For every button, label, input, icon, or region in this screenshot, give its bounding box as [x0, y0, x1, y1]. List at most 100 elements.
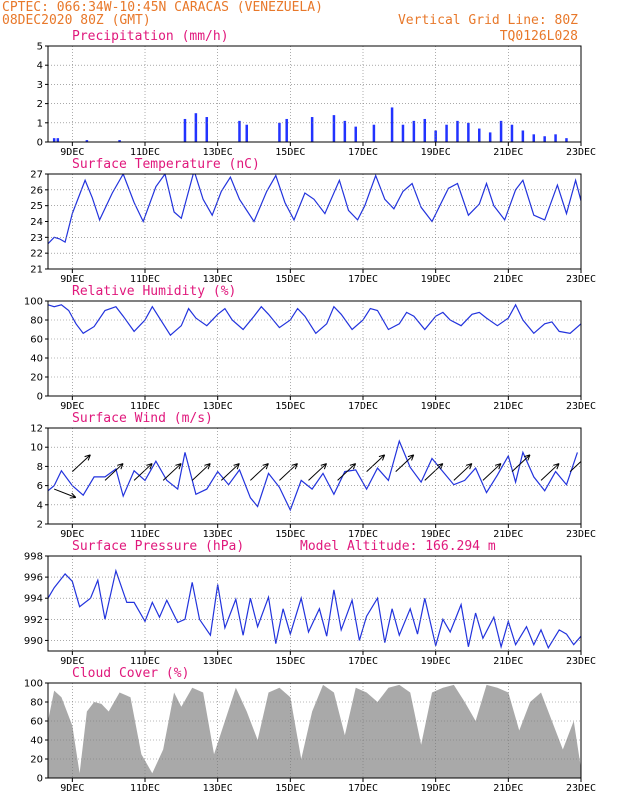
cloud-ytick-label: 100: [24, 679, 43, 690]
wind-vector: [366, 454, 385, 473]
precip-bar: [467, 122, 470, 142]
precip-xtick-label: 15DEC: [275, 147, 305, 158]
temperature-ytick-label: 24: [30, 217, 43, 228]
humidity-xtick-label: 17DEC: [348, 401, 378, 412]
precip-bar: [238, 120, 241, 142]
precip-bar: [205, 117, 209, 142]
wind-vector: [511, 454, 531, 473]
humidity-ytick-label: 20: [30, 373, 43, 384]
wind-xtick-label: 11DEC: [130, 529, 160, 540]
temperature-xtick-label: 15DEC: [275, 274, 305, 285]
temperature-frame: [47, 173, 582, 270]
precip-xtick-label: 21DEC: [493, 147, 523, 158]
wind-vector-head: [407, 454, 415, 461]
pressure-ytick-label: 992: [24, 615, 43, 626]
temperature-ytick-label: 25: [30, 201, 43, 212]
wind-vector: [250, 463, 269, 481]
precip-xtick-label: 13DEC: [203, 147, 233, 158]
cloud-xtick-label: 11DEC: [130, 783, 160, 794]
wind-vector-head: [495, 463, 502, 470]
humidity-frame: [47, 300, 582, 397]
header-grid-line: Vertical Grid Line: 80Z: [398, 13, 578, 28]
wind-panel: Surface Wind (m/s) 2 4 6 8 10 12 9DEC 11DEC 13DEC…: [30, 411, 596, 540]
temperature-xtick-label: 21DEC: [493, 274, 523, 285]
temperature-ytick-label: 21: [30, 265, 43, 276]
header-model-code: TQ0126L028: [500, 29, 578, 44]
wind-xtick-label: 13DEC: [203, 529, 233, 540]
precip-ytick-label: 5: [37, 42, 43, 53]
wind-xtick-label: 15DEC: [275, 529, 305, 540]
humidity-ytick-label: 0: [37, 392, 43, 403]
pressure-subtitle: Model Altitude: 166.294 m: [300, 539, 496, 554]
wind-vector-head: [291, 463, 298, 470]
wind-vector: [395, 454, 415, 473]
humidity-ytick-label: 80: [30, 316, 43, 327]
precip-bar: [499, 120, 503, 142]
precip-ytick-label: 2: [37, 99, 43, 110]
precip-ytick-label: 1: [37, 118, 43, 129]
temperature-panel: Surface Temperature (nC) 21 22 23 24 25 26 27 9D…: [30, 157, 596, 285]
wind-ytick-label: 12: [30, 424, 43, 435]
precip-panel: Precipitation (mm/h) 0 1 2 3 4 5 9DEC 11DEC 13DEC…: [37, 29, 596, 158]
wind-vector: [540, 463, 560, 481]
precip-bar: [285, 118, 288, 142]
pressure-data: [48, 568, 581, 650]
humidity-panel: Relative Humidity (%) 0 20 40 60 80 100 9DEC 11D…: [24, 284, 596, 412]
precip-bar: [343, 120, 347, 142]
precip-title: Precipitation (mm/h): [72, 29, 229, 44]
precip-bar: [445, 124, 448, 142]
temperature-line: [48, 174, 581, 245]
precip-ytick-label: 3: [37, 80, 43, 91]
wind-vector-head: [524, 454, 531, 461]
precip-bar: [543, 136, 546, 142]
header-run-date: 08DEC2020 80Z (GMT): [2, 13, 151, 28]
humidity-xtick-label: 15DEC: [275, 401, 305, 412]
precip-xtick-label: 9DEC: [60, 147, 84, 158]
precip-data: [52, 107, 568, 142]
precip-xtick-label: 17DEC: [348, 147, 378, 158]
precip-bar: [456, 120, 459, 142]
temperature-data: [48, 174, 581, 245]
wind-vector: [133, 463, 153, 481]
humidity-data: [48, 303, 581, 337]
wind-data: [48, 439, 581, 512]
wind-vector-head: [146, 463, 153, 470]
cloud-ytick-label: 80: [30, 698, 43, 709]
cloud-frame: [47, 682, 582, 779]
wind-vector: [220, 463, 240, 481]
wind-xtick-label: 19DEC: [421, 529, 451, 540]
wind-vector: [424, 463, 444, 481]
humidity-xtick-label: 19DEC: [421, 401, 451, 412]
wind-vector: [453, 463, 473, 481]
temperature-xtick-label: 17DEC: [348, 274, 378, 285]
wind-vector-head: [378, 454, 386, 461]
precip-bar: [532, 134, 536, 142]
wind-xtick-label: 21DEC: [493, 529, 523, 540]
pressure-line: [48, 568, 581, 650]
wind-vector-head: [117, 463, 124, 470]
pressure-panel: Surface Pressure (hPa) Model Altitude: 16…: [24, 539, 596, 667]
temperature-ytick-label: 26: [30, 185, 43, 196]
humidity-xtick-label: 9DEC: [60, 401, 84, 412]
cloud-ytick-label: 20: [30, 755, 43, 766]
precip-bar: [554, 134, 557, 142]
cloud-ytick-label: 0: [37, 774, 43, 785]
precip-bar: [372, 124, 376, 142]
cloud-ytick-label: 60: [30, 717, 43, 728]
wind-xtick-label: 17DEC: [348, 529, 378, 540]
cloud-ytick-label: 40: [30, 736, 43, 747]
wind-vector: [279, 463, 298, 481]
precip-xtick-label: 19DEC: [421, 147, 451, 158]
wind-vector: [337, 463, 356, 481]
precip-bar: [85, 140, 89, 142]
cloud-xtick-label: 15DEC: [275, 783, 305, 794]
precip-bar: [423, 118, 427, 142]
precip-bar: [118, 140, 121, 142]
cloud-xtick-label: 13DEC: [203, 783, 233, 794]
wind-vector-head: [465, 463, 473, 470]
pressure-xtick-label: 15DEC: [275, 656, 305, 667]
temperature-ytick-label: 22: [30, 249, 43, 260]
pressure-xtick-label: 19DEC: [421, 656, 451, 667]
wind-line: [48, 439, 578, 512]
